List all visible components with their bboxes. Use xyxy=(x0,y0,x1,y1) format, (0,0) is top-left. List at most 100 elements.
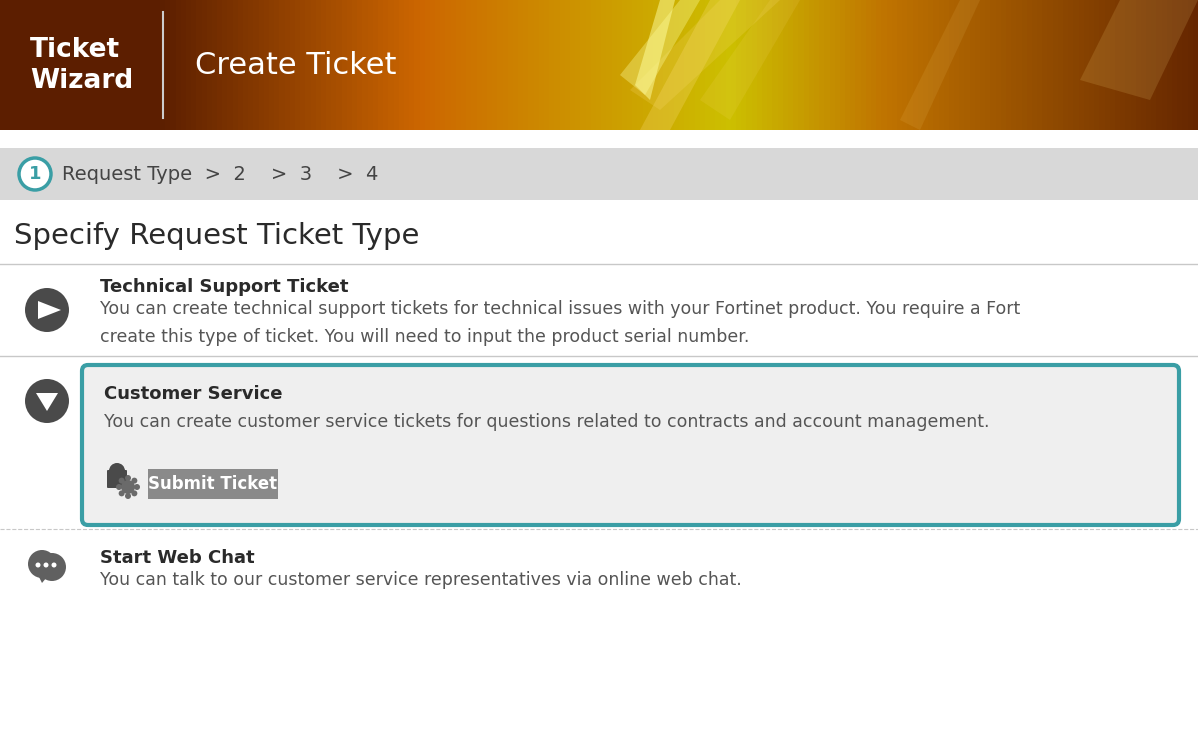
FancyBboxPatch shape xyxy=(991,0,996,130)
Polygon shape xyxy=(38,301,61,319)
FancyBboxPatch shape xyxy=(207,0,212,130)
FancyBboxPatch shape xyxy=(980,0,986,130)
Polygon shape xyxy=(1081,0,1198,100)
FancyBboxPatch shape xyxy=(648,0,654,130)
Text: Create Ticket: Create Ticket xyxy=(195,51,397,79)
Circle shape xyxy=(132,478,138,484)
FancyBboxPatch shape xyxy=(595,0,601,130)
FancyBboxPatch shape xyxy=(907,0,913,130)
FancyBboxPatch shape xyxy=(778,0,783,130)
FancyBboxPatch shape xyxy=(985,0,991,130)
FancyBboxPatch shape xyxy=(455,0,461,130)
FancyBboxPatch shape xyxy=(274,0,280,130)
FancyBboxPatch shape xyxy=(285,0,290,130)
FancyBboxPatch shape xyxy=(161,0,165,130)
Polygon shape xyxy=(635,0,674,100)
FancyBboxPatch shape xyxy=(419,0,425,130)
FancyBboxPatch shape xyxy=(1094,0,1100,130)
FancyBboxPatch shape xyxy=(310,0,316,130)
FancyBboxPatch shape xyxy=(1182,0,1188,130)
FancyBboxPatch shape xyxy=(996,0,1002,130)
FancyBboxPatch shape xyxy=(316,0,321,130)
FancyBboxPatch shape xyxy=(580,0,586,130)
FancyBboxPatch shape xyxy=(254,0,259,130)
FancyBboxPatch shape xyxy=(461,0,467,130)
FancyBboxPatch shape xyxy=(1109,0,1115,130)
FancyBboxPatch shape xyxy=(871,0,877,130)
FancyBboxPatch shape xyxy=(321,0,327,130)
FancyBboxPatch shape xyxy=(555,0,561,130)
FancyBboxPatch shape xyxy=(918,0,924,130)
FancyBboxPatch shape xyxy=(181,0,187,130)
FancyBboxPatch shape xyxy=(824,0,830,130)
FancyBboxPatch shape xyxy=(1037,0,1042,130)
FancyBboxPatch shape xyxy=(186,0,192,130)
FancyBboxPatch shape xyxy=(928,0,933,130)
Circle shape xyxy=(43,562,48,568)
FancyBboxPatch shape xyxy=(975,0,980,130)
FancyBboxPatch shape xyxy=(913,0,918,130)
FancyBboxPatch shape xyxy=(601,0,607,130)
FancyBboxPatch shape xyxy=(860,0,866,130)
FancyBboxPatch shape xyxy=(642,0,648,130)
FancyBboxPatch shape xyxy=(502,0,508,130)
FancyBboxPatch shape xyxy=(305,0,311,130)
FancyBboxPatch shape xyxy=(1047,0,1053,130)
FancyBboxPatch shape xyxy=(964,0,970,130)
Text: Start Web Chat: Start Web Chat xyxy=(99,549,255,567)
Circle shape xyxy=(28,550,56,578)
FancyBboxPatch shape xyxy=(1125,0,1131,130)
FancyBboxPatch shape xyxy=(170,0,176,130)
FancyBboxPatch shape xyxy=(1187,0,1193,130)
FancyBboxPatch shape xyxy=(1115,0,1120,130)
FancyBboxPatch shape xyxy=(1016,0,1022,130)
FancyBboxPatch shape xyxy=(223,0,228,130)
Polygon shape xyxy=(630,0,780,110)
FancyBboxPatch shape xyxy=(840,0,846,130)
FancyBboxPatch shape xyxy=(673,0,679,130)
FancyBboxPatch shape xyxy=(575,0,581,130)
FancyBboxPatch shape xyxy=(388,0,394,130)
FancyBboxPatch shape xyxy=(726,0,732,130)
FancyBboxPatch shape xyxy=(887,0,893,130)
FancyBboxPatch shape xyxy=(107,470,127,488)
Text: Ticket
Wizard: Ticket Wizard xyxy=(30,37,133,94)
Text: You can create technical support tickets for technical issues with your Fortinet: You can create technical support tickets… xyxy=(99,300,1021,318)
Polygon shape xyxy=(700,0,800,120)
FancyBboxPatch shape xyxy=(746,0,752,130)
FancyBboxPatch shape xyxy=(518,0,524,130)
FancyBboxPatch shape xyxy=(804,0,810,130)
FancyBboxPatch shape xyxy=(710,0,716,130)
FancyBboxPatch shape xyxy=(332,0,337,130)
Circle shape xyxy=(125,475,131,481)
FancyBboxPatch shape xyxy=(192,0,196,130)
FancyBboxPatch shape xyxy=(1073,0,1079,130)
FancyBboxPatch shape xyxy=(922,0,928,130)
FancyBboxPatch shape xyxy=(969,0,975,130)
FancyBboxPatch shape xyxy=(627,0,633,130)
FancyBboxPatch shape xyxy=(829,0,835,130)
FancyBboxPatch shape xyxy=(341,0,347,130)
FancyBboxPatch shape xyxy=(290,0,296,130)
FancyBboxPatch shape xyxy=(337,0,343,130)
FancyBboxPatch shape xyxy=(508,0,514,130)
FancyBboxPatch shape xyxy=(0,148,1198,200)
FancyBboxPatch shape xyxy=(564,0,570,130)
FancyBboxPatch shape xyxy=(813,0,819,130)
FancyBboxPatch shape xyxy=(176,0,181,130)
FancyBboxPatch shape xyxy=(528,0,534,130)
FancyBboxPatch shape xyxy=(295,0,301,130)
FancyBboxPatch shape xyxy=(549,0,555,130)
FancyBboxPatch shape xyxy=(845,0,851,130)
FancyBboxPatch shape xyxy=(736,0,742,130)
Text: Technical Support Ticket: Technical Support Ticket xyxy=(99,278,349,296)
FancyBboxPatch shape xyxy=(1011,0,1017,130)
FancyBboxPatch shape xyxy=(430,0,436,130)
FancyBboxPatch shape xyxy=(819,0,824,130)
FancyBboxPatch shape xyxy=(1172,0,1178,130)
FancyBboxPatch shape xyxy=(902,0,908,130)
FancyBboxPatch shape xyxy=(668,0,674,130)
FancyBboxPatch shape xyxy=(866,0,871,130)
FancyBboxPatch shape xyxy=(606,0,612,130)
Circle shape xyxy=(125,493,131,499)
